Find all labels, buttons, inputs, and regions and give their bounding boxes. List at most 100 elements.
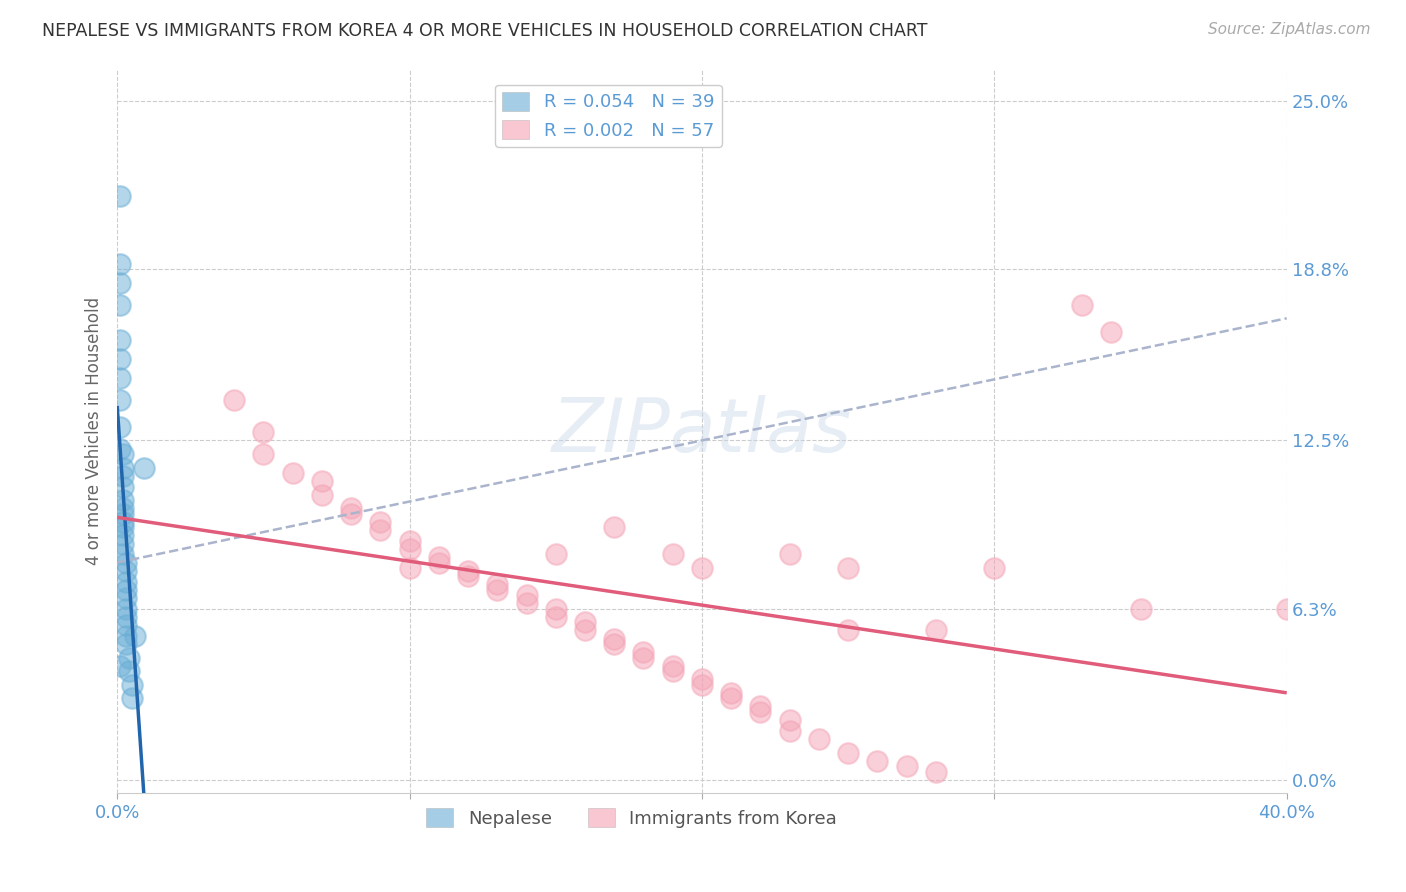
Point <box>252 425 274 440</box>
Point <box>370 523 392 537</box>
Point <box>108 189 131 203</box>
Point <box>115 629 138 643</box>
Point <box>108 276 131 290</box>
Point <box>281 466 304 480</box>
Point <box>574 615 596 630</box>
Point <box>108 351 131 366</box>
Point <box>115 574 138 589</box>
Point <box>837 746 859 760</box>
Point <box>807 732 830 747</box>
Point <box>398 541 420 556</box>
Point <box>121 691 143 706</box>
Point <box>115 601 138 615</box>
Point <box>112 468 135 483</box>
Point <box>690 678 713 692</box>
Point <box>1071 298 1094 312</box>
Point <box>603 520 626 534</box>
Point <box>115 637 138 651</box>
Point <box>720 686 742 700</box>
Point <box>486 582 509 597</box>
Point <box>115 564 138 578</box>
Text: Source: ZipAtlas.com: Source: ZipAtlas.com <box>1208 22 1371 37</box>
Point <box>112 548 135 562</box>
Point <box>866 754 889 768</box>
Point <box>115 591 138 605</box>
Legend: Nepalese, Immigrants from Korea: Nepalese, Immigrants from Korea <box>419 801 845 835</box>
Point <box>661 658 683 673</box>
Point <box>252 447 274 461</box>
Point <box>311 488 333 502</box>
Point <box>224 392 246 407</box>
Y-axis label: 4 or more Vehicles in Household: 4 or more Vehicles in Household <box>86 297 103 565</box>
Point <box>515 588 537 602</box>
Point <box>118 650 141 665</box>
Point <box>112 536 135 550</box>
Point <box>311 474 333 488</box>
Point <box>515 596 537 610</box>
Point <box>1099 325 1122 339</box>
Point <box>457 569 479 583</box>
Point <box>112 528 135 542</box>
Point <box>115 582 138 597</box>
Point <box>112 493 135 508</box>
Point <box>925 764 948 779</box>
Point <box>118 664 141 678</box>
Point <box>1275 601 1298 615</box>
Point <box>115 618 138 632</box>
Point <box>108 333 131 347</box>
Point <box>370 515 392 529</box>
Point <box>112 507 135 521</box>
Text: ZIPatlas: ZIPatlas <box>553 395 852 467</box>
Point <box>690 561 713 575</box>
Point <box>603 632 626 646</box>
Point <box>132 460 155 475</box>
Point <box>340 507 363 521</box>
Point <box>749 699 772 714</box>
Point <box>690 673 713 687</box>
Point <box>837 624 859 638</box>
Point <box>896 759 918 773</box>
Point <box>457 564 479 578</box>
Point <box>112 480 135 494</box>
Point <box>749 705 772 719</box>
Point <box>108 371 131 385</box>
Point <box>544 548 567 562</box>
Point <box>340 501 363 516</box>
Point <box>427 556 450 570</box>
Text: NEPALESE VS IMMIGRANTS FROM KOREA 4 OR MORE VEHICLES IN HOUSEHOLD CORRELATION CH: NEPALESE VS IMMIGRANTS FROM KOREA 4 OR M… <box>42 22 928 40</box>
Point <box>544 601 567 615</box>
Point <box>108 392 131 407</box>
Point <box>112 501 135 516</box>
Point <box>779 723 801 738</box>
Point <box>115 610 138 624</box>
Point <box>108 658 131 673</box>
Point <box>574 624 596 638</box>
Point <box>720 691 742 706</box>
Point <box>121 678 143 692</box>
Point <box>108 420 131 434</box>
Point <box>112 520 135 534</box>
Point <box>1129 601 1152 615</box>
Point <box>108 298 131 312</box>
Point <box>925 624 948 638</box>
Point <box>112 447 135 461</box>
Point <box>544 610 567 624</box>
Point <box>115 556 138 570</box>
Point <box>633 645 655 659</box>
Point <box>837 561 859 575</box>
Point <box>779 548 801 562</box>
Point <box>108 442 131 456</box>
Point <box>108 257 131 271</box>
Point <box>112 515 135 529</box>
Point <box>124 629 146 643</box>
Point <box>779 713 801 727</box>
Point <box>398 533 420 548</box>
Point <box>633 650 655 665</box>
Point <box>661 664 683 678</box>
Point <box>603 637 626 651</box>
Point <box>398 561 420 575</box>
Point <box>486 577 509 591</box>
Point <box>983 561 1005 575</box>
Point <box>112 460 135 475</box>
Point <box>661 548 683 562</box>
